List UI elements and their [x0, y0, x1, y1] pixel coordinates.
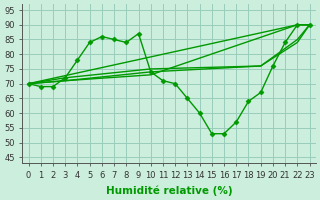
X-axis label: Humidité relative (%): Humidité relative (%)	[106, 185, 232, 196]
